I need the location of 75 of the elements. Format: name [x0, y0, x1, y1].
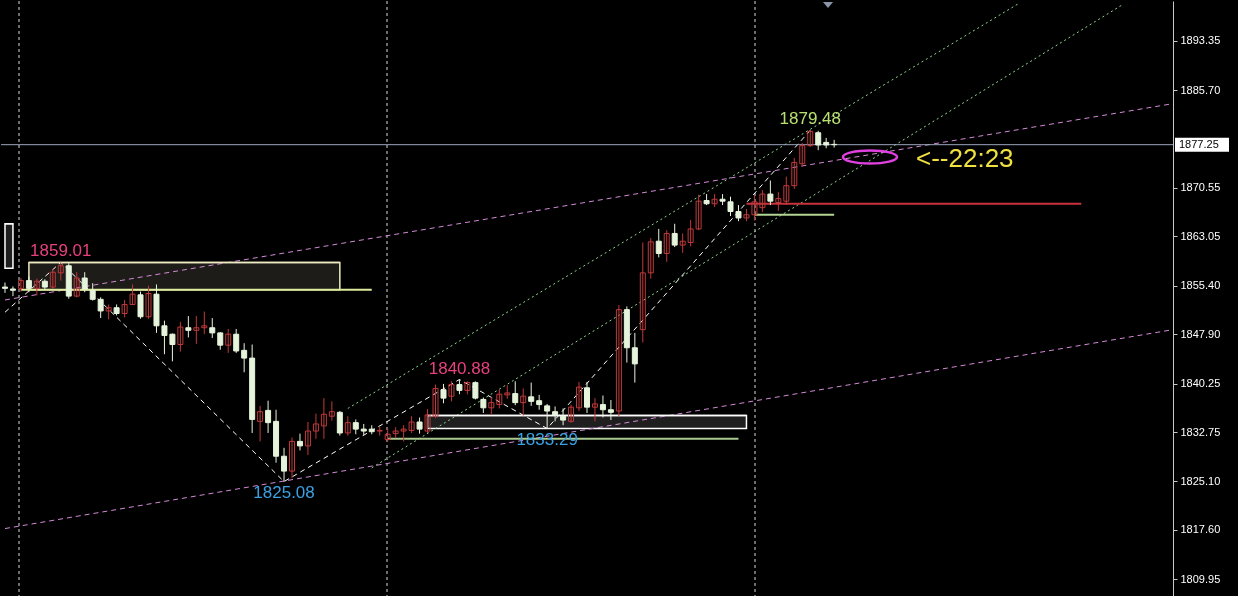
candlestick	[344, 415, 351, 437]
candlestick	[281, 447, 288, 483]
candlestick	[639, 242, 646, 344]
candlestick	[568, 404, 575, 424]
candlestick	[304, 421, 311, 456]
candlestick	[296, 433, 303, 451]
ref-line-label: 1877.25	[1179, 137, 1219, 150]
candlestick	[520, 387, 527, 417]
candlestick	[767, 180, 774, 206]
candlestick	[591, 397, 598, 422]
candlestick	[265, 400, 272, 434]
candlestick	[791, 157, 798, 190]
candlestick	[17, 277, 24, 293]
candlestick	[137, 291, 144, 320]
candlestick	[560, 407, 567, 426]
candlestick	[663, 229, 670, 263]
y-tick-label: 1809.95	[1180, 572, 1221, 585]
candlestick	[655, 228, 662, 258]
candlestick	[328, 400, 335, 422]
candlestick	[185, 315, 192, 338]
candlestick	[488, 396, 495, 416]
y-tick-label: 1870.55	[1180, 181, 1221, 194]
candlestick	[145, 285, 152, 320]
y-tick-label: 1840.25	[1180, 377, 1221, 390]
candlestick	[9, 285, 16, 297]
candlestick	[49, 268, 56, 290]
candlestick	[177, 321, 184, 353]
candlestick	[576, 381, 583, 412]
y-tick-label: 1855.40	[1180, 279, 1221, 292]
candlestick	[73, 271, 80, 298]
y-tick-label: 1885.70	[1180, 83, 1221, 96]
candlestick	[647, 237, 654, 280]
candlestick	[336, 410, 343, 437]
candlestick	[312, 413, 319, 440]
candlestick	[320, 397, 327, 440]
candlestick	[209, 317, 216, 339]
y-tick-label: 1893.35	[1180, 34, 1221, 47]
candlestick	[607, 399, 614, 421]
y-tick-label: 1832.75	[1180, 425, 1221, 438]
annotation: 1840.88	[428, 358, 491, 378]
candlestick	[1, 282, 8, 294]
candlestick	[233, 328, 240, 354]
candlestick	[599, 395, 606, 418]
candlestick	[615, 304, 622, 417]
candlestick	[799, 142, 806, 167]
candlestick	[528, 382, 535, 407]
candlestick	[81, 271, 88, 293]
annotation: 1825.08	[253, 482, 315, 502]
candlestick	[552, 406, 559, 422]
line-series	[4, 129, 811, 483]
y-tick-label: 1847.90	[1180, 327, 1221, 340]
candlestick	[289, 437, 296, 479]
candlestick	[631, 332, 638, 384]
candlestick	[97, 296, 104, 319]
candlestick	[193, 315, 200, 345]
y-tick-label: 1863.05	[1180, 229, 1221, 242]
candlestick	[33, 278, 40, 296]
candlestick	[544, 403, 551, 430]
candlestick	[584, 381, 590, 414]
candlestick	[57, 261, 64, 282]
candlestick	[815, 130, 822, 151]
annotation: 1879.48	[779, 109, 841, 129]
candlestick	[257, 405, 264, 442]
y-tick-label: 1825.10	[1180, 474, 1221, 487]
candlestick	[671, 223, 678, 248]
annotation: 1859.01	[30, 241, 92, 261]
candlestick	[440, 383, 447, 404]
candlestick	[225, 328, 232, 354]
candlestick	[201, 311, 208, 335]
candlestick	[496, 389, 503, 409]
candlestick	[241, 342, 248, 373]
annotation: <--22:23	[916, 143, 1014, 173]
y-tick-label: 1817.60	[1180, 523, 1221, 536]
candlestick	[512, 380, 519, 406]
candlestick	[448, 380, 455, 402]
